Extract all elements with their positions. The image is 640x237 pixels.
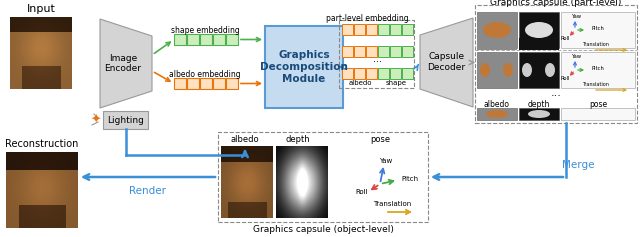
Bar <box>519 52 559 88</box>
Bar <box>366 46 377 57</box>
Bar <box>226 34 238 45</box>
Bar <box>561 52 635 88</box>
Text: albedo: albedo <box>230 136 259 145</box>
Text: albedo: albedo <box>484 100 510 109</box>
Bar <box>354 24 365 35</box>
Bar <box>402 24 413 35</box>
Bar <box>519 12 559 48</box>
Text: Graphics capsule (object-level): Graphics capsule (object-level) <box>253 225 394 234</box>
Text: Capsule
Decoder: Capsule Decoder <box>428 52 465 72</box>
Ellipse shape <box>522 63 532 77</box>
Bar <box>477 38 517 50</box>
Text: Translation: Translation <box>373 201 411 207</box>
Bar <box>519 108 559 120</box>
Bar <box>213 34 225 45</box>
Bar <box>213 78 225 89</box>
Ellipse shape <box>480 63 490 77</box>
Bar <box>218 132 428 222</box>
Bar <box>187 34 199 45</box>
Text: Pitch: Pitch <box>591 65 604 70</box>
Bar <box>519 38 559 50</box>
Bar <box>366 24 377 35</box>
Text: Graphics
Decomposition
Module: Graphics Decomposition Module <box>260 50 348 84</box>
Bar <box>561 108 635 120</box>
Bar <box>561 12 635 48</box>
Text: Roll: Roll <box>560 36 570 41</box>
Ellipse shape <box>503 63 513 77</box>
Text: shape: shape <box>385 80 406 86</box>
Ellipse shape <box>486 110 508 118</box>
Ellipse shape <box>483 22 511 38</box>
Bar <box>390 24 401 35</box>
Bar <box>378 68 389 79</box>
Text: depth: depth <box>528 100 550 109</box>
Bar <box>378 46 389 57</box>
Text: albedo: albedo <box>348 80 372 86</box>
Text: Render: Render <box>129 186 166 196</box>
Text: Merge: Merge <box>562 160 595 170</box>
Text: depth: depth <box>285 136 310 145</box>
Bar <box>342 46 353 57</box>
Bar <box>174 34 186 45</box>
Text: Yaw: Yaw <box>572 54 582 59</box>
Text: albedo embedding: albedo embedding <box>169 69 241 78</box>
Bar <box>342 68 353 79</box>
Text: Lighting: Lighting <box>107 115 144 124</box>
Polygon shape <box>420 18 473 107</box>
Text: pose: pose <box>370 136 390 145</box>
Text: Translation: Translation <box>582 41 609 46</box>
Text: ✦: ✦ <box>91 114 101 127</box>
Bar <box>354 46 365 57</box>
Text: Graphics capsule (part-level): Graphics capsule (part-level) <box>490 0 621 6</box>
Text: part-level embedding: part-level embedding <box>326 14 408 23</box>
Text: ...: ... <box>550 88 561 98</box>
Text: Reconstruction: Reconstruction <box>5 139 79 149</box>
Bar <box>226 78 238 89</box>
Text: shape embedding: shape embedding <box>171 26 239 35</box>
Polygon shape <box>100 19 152 108</box>
Bar <box>390 46 401 57</box>
Bar <box>378 24 389 35</box>
Bar <box>475 5 637 123</box>
Bar <box>200 78 212 89</box>
Bar <box>200 34 212 45</box>
Ellipse shape <box>545 63 555 77</box>
Ellipse shape <box>525 22 553 38</box>
Text: Yaw: Yaw <box>380 158 392 164</box>
Text: Input: Input <box>27 4 56 14</box>
Text: Pitch: Pitch <box>591 26 604 31</box>
Bar <box>402 46 413 57</box>
Bar <box>339 20 414 88</box>
Bar <box>390 68 401 79</box>
Text: Image
Encoder: Image Encoder <box>104 54 141 73</box>
Bar <box>477 108 517 120</box>
Text: Pitch: Pitch <box>401 176 418 182</box>
Text: Yaw: Yaw <box>572 14 582 18</box>
Bar <box>265 26 343 108</box>
Text: Roll: Roll <box>560 76 570 81</box>
Bar <box>174 78 186 89</box>
Bar <box>187 78 199 89</box>
Bar <box>366 68 377 79</box>
Ellipse shape <box>528 110 550 118</box>
Text: ...: ... <box>374 54 383 64</box>
Bar <box>354 68 365 79</box>
Bar <box>402 68 413 79</box>
Bar <box>477 12 517 48</box>
Bar <box>103 111 148 129</box>
Text: pose: pose <box>589 100 607 109</box>
Bar <box>477 52 517 88</box>
Text: Roll: Roll <box>356 189 368 195</box>
Bar <box>342 24 353 35</box>
Text: Translation: Translation <box>582 82 609 87</box>
